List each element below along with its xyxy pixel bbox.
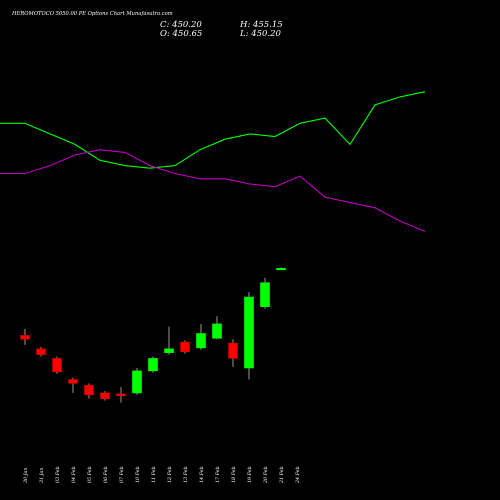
x-tick-label: 19 Feb bbox=[247, 466, 253, 483]
low-readout: L: 450.20 bbox=[239, 29, 282, 39]
x-tick-label: 11 Feb bbox=[151, 466, 157, 483]
candle-body bbox=[36, 348, 46, 355]
indicator-line-1 bbox=[0, 91, 426, 169]
candle-body bbox=[148, 358, 158, 372]
x-tick-label: 13 Feb bbox=[183, 466, 189, 483]
open-readout: O: 450.65 bbox=[160, 29, 202, 39]
indicator-line-2 bbox=[0, 149, 426, 233]
x-tick-label: 18 Feb bbox=[231, 466, 237, 483]
candle bbox=[212, 316, 222, 340]
x-tick-label: 21 Feb bbox=[279, 466, 285, 484]
candle bbox=[180, 340, 190, 354]
candle bbox=[132, 368, 142, 395]
candle-body bbox=[84, 384, 94, 396]
candle-body bbox=[260, 282, 270, 307]
candle bbox=[116, 387, 126, 403]
x-tick-label: 12 Feb bbox=[167, 466, 173, 483]
candle bbox=[52, 356, 62, 374]
candle-body bbox=[164, 348, 174, 353]
x-tick-label: 30 Jan bbox=[23, 467, 29, 483]
candle-body bbox=[276, 268, 286, 271]
chart-title: HEROMOTOCO 5050.00 PE Options Chart Muna… bbox=[11, 11, 173, 17]
candle-body bbox=[180, 341, 190, 353]
candle-body bbox=[100, 392, 110, 399]
close-readout: C: 450.20 bbox=[160, 20, 202, 30]
candle-body bbox=[244, 296, 254, 369]
x-tick-label: 31 Jan bbox=[39, 467, 45, 483]
candle-body bbox=[116, 393, 126, 397]
candle-body bbox=[20, 335, 30, 340]
x-tick-label: 14 Feb bbox=[199, 466, 205, 483]
candle bbox=[228, 339, 238, 368]
x-tick-label: 24 Feb bbox=[295, 466, 301, 484]
x-tick-label: 05 Feb bbox=[87, 466, 93, 483]
candle bbox=[148, 356, 158, 373]
x-axis-ticks: 30 Jan 31 Jan 03 Feb 04 Feb 05 Feb 06 Feb 07 F… bbox=[23, 466, 301, 484]
x-tick-label: 04 Feb bbox=[71, 466, 77, 483]
candle-body bbox=[196, 333, 206, 349]
x-tick-label: 17 Feb bbox=[215, 466, 221, 483]
candle bbox=[164, 326, 174, 355]
x-tick-label: 06 Feb bbox=[103, 466, 109, 483]
candlesticks bbox=[20, 267, 286, 403]
candle bbox=[244, 292, 254, 380]
high-readout: H: 455.15 bbox=[239, 20, 283, 30]
x-tick-label: 20 Feb bbox=[263, 466, 269, 484]
candle bbox=[260, 277, 270, 309]
candle bbox=[276, 267, 286, 271]
x-tick-label: 07 Feb bbox=[119, 466, 125, 483]
candle-body bbox=[212, 323, 222, 339]
indicator-lines bbox=[0, 91, 426, 233]
candle-body bbox=[132, 370, 142, 394]
candle bbox=[100, 391, 110, 401]
candle bbox=[68, 377, 78, 393]
candle bbox=[36, 346, 46, 357]
candle bbox=[84, 383, 94, 399]
x-tick-label: 03 Feb bbox=[55, 466, 61, 483]
candle-body bbox=[228, 342, 238, 359]
x-tick-label: 10 Feb bbox=[135, 466, 141, 483]
candle bbox=[20, 328, 30, 345]
candle-body bbox=[52, 358, 62, 373]
candle bbox=[196, 323, 206, 350]
candle-body bbox=[68, 379, 78, 384]
